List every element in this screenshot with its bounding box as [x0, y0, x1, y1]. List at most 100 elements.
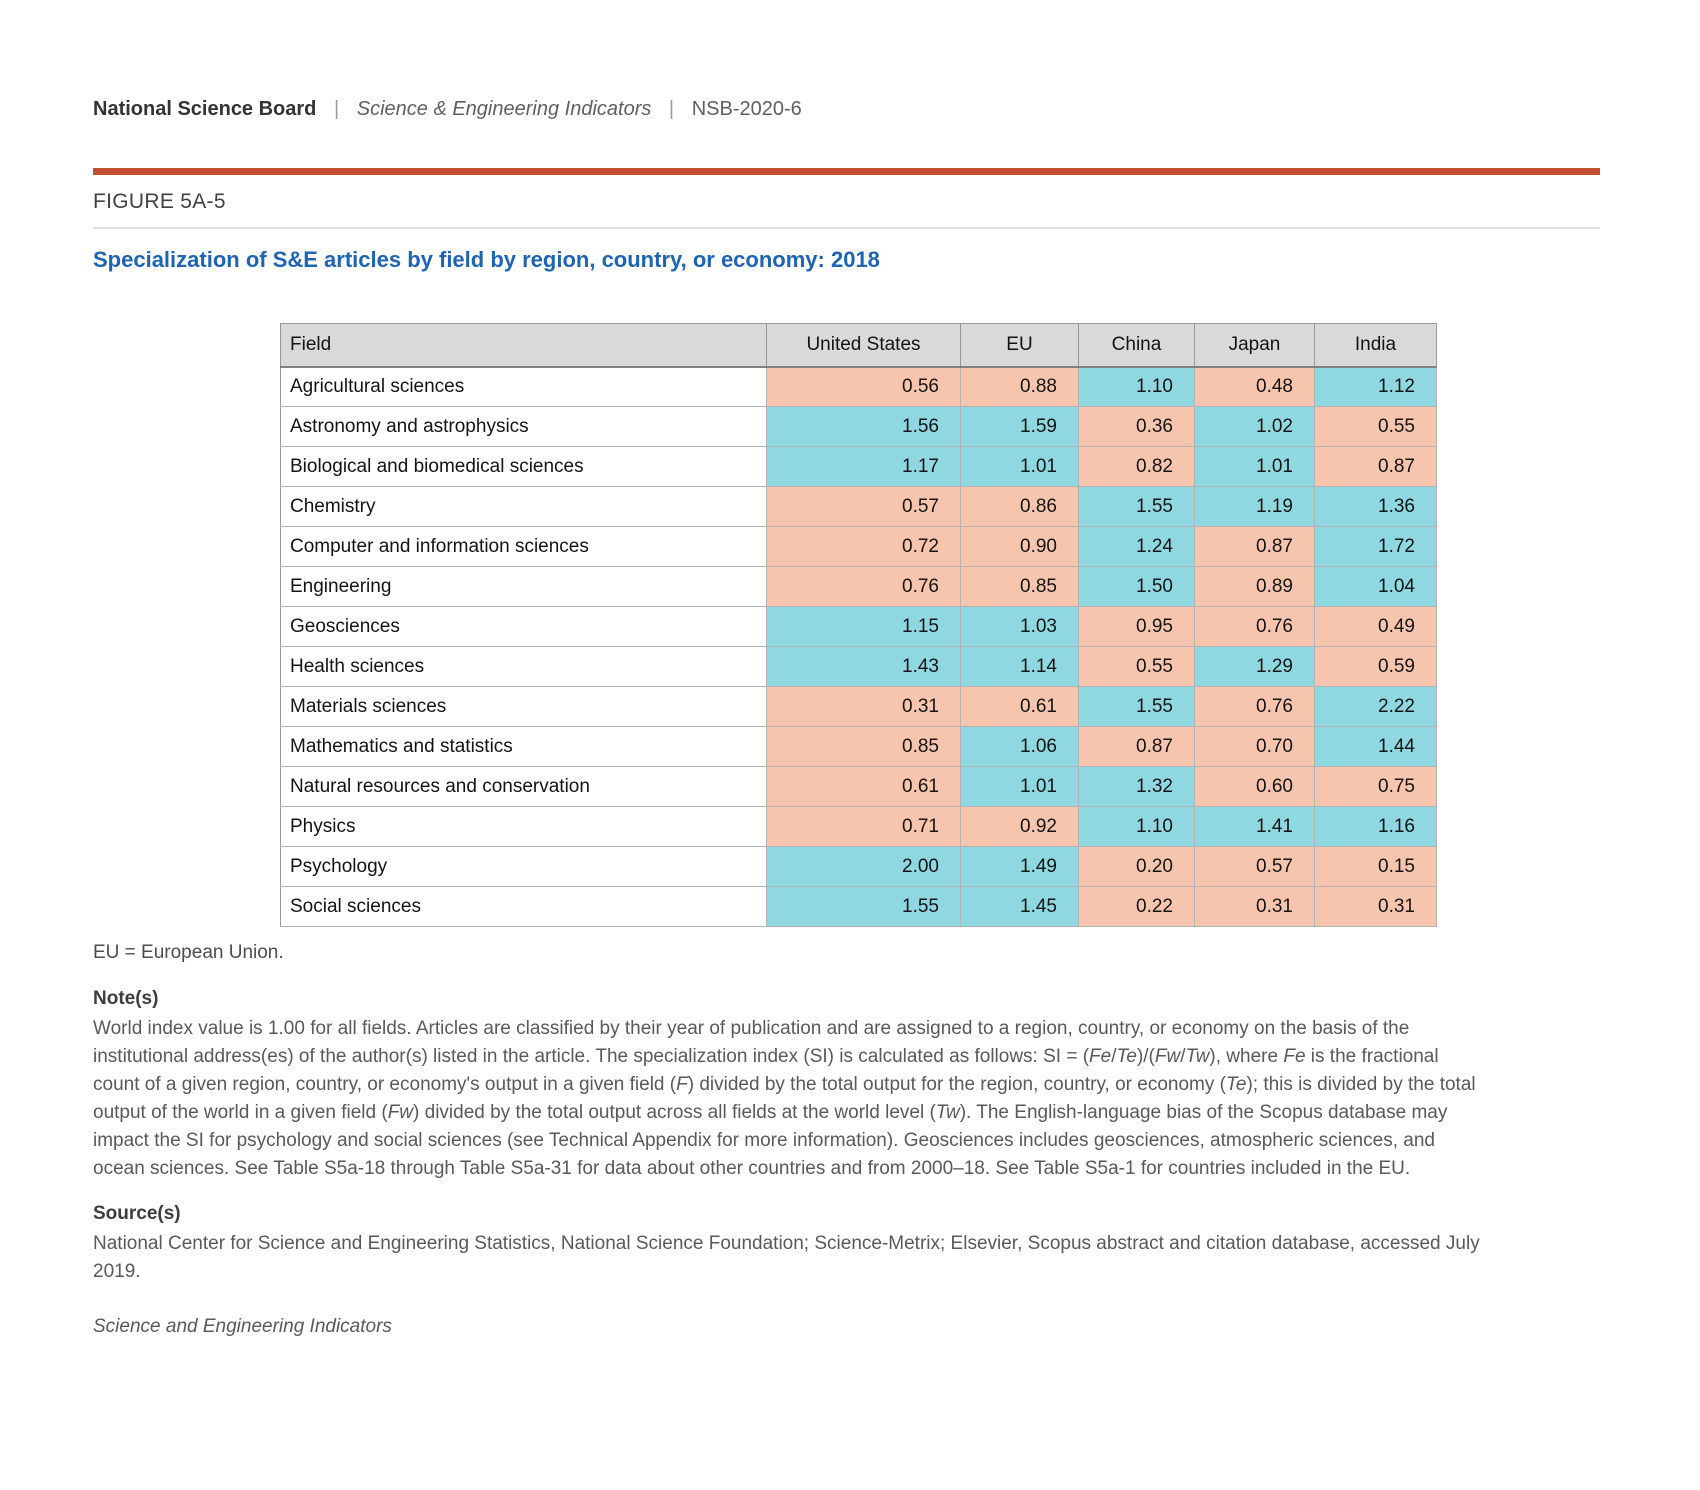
- table-header-row: Field United States EU China Japan India: [280, 323, 1437, 368]
- value-cell-below-index: 0.85: [766, 726, 961, 767]
- value-cell-above-index: 1.03: [960, 606, 1079, 647]
- table-row: Geosciences 1.15 1.03 0.95 0.76 0.49: [280, 606, 1437, 647]
- note-text-segment: ), where: [1209, 1046, 1284, 1067]
- field-cell: Mathematics and statistics: [280, 726, 767, 767]
- column-header-united-states: United States: [766, 323, 961, 368]
- value-cell-above-index: 1.50: [1078, 566, 1195, 607]
- accent-rule: [93, 168, 1600, 175]
- field-cell: Chemistry: [280, 486, 767, 527]
- table-row: Health sciences 1.43 1.14 0.55 1.29 0.59: [280, 646, 1437, 687]
- formula-term: Te: [1116, 1046, 1137, 1067]
- value-cell-above-index: 1.16: [1314, 806, 1437, 847]
- note-text-segment: ); this is divided by the total output o…: [93, 1074, 1476, 1123]
- value-cell-below-index: 0.55: [1078, 646, 1195, 687]
- value-cell-above-index: 1.04: [1314, 566, 1437, 607]
- value-cell-above-index: 1.55: [1078, 686, 1195, 727]
- value-cell-above-index: 1.32: [1078, 766, 1195, 807]
- value-cell-below-index: 0.15: [1314, 846, 1437, 887]
- column-header-india: India: [1314, 323, 1437, 368]
- value-cell-above-index: 1.29: [1194, 646, 1315, 687]
- formula-term: Fw: [387, 1102, 414, 1123]
- value-cell-below-index: 0.61: [960, 686, 1079, 727]
- value-cell-above-index: 1.49: [960, 846, 1079, 887]
- formula-term: Fe: [1283, 1046, 1306, 1067]
- table-row: Physics 0.71 0.92 1.10 1.41 1.16: [280, 806, 1437, 847]
- table-row: Astronomy and astrophysics 1.56 1.59 0.36 1.…: [280, 406, 1437, 447]
- note-text-segment: ). The English-language bias of the Scop…: [93, 1102, 1448, 1179]
- field-cell: Computer and information sciences: [280, 526, 767, 567]
- value-cell-above-index: 1.43: [766, 646, 961, 687]
- source-text: National Center for Science and Engineer…: [93, 1233, 1480, 1282]
- value-cell-below-index: 0.57: [1194, 846, 1315, 887]
- value-cell-above-index: 1.17: [766, 446, 961, 487]
- column-header-eu: EU: [960, 323, 1079, 368]
- table-body: Agricultural sciences 0.56 0.88 1.10 0.48 1.1…: [280, 366, 1437, 927]
- value-cell-below-index: 0.92: [960, 806, 1079, 847]
- formula-term: Fe: [1089, 1046, 1112, 1067]
- value-cell-below-index: 0.31: [766, 686, 961, 727]
- value-cell-above-index: 1.55: [766, 886, 961, 927]
- table-row: Chemistry 0.57 0.86 1.55 1.19 1.36: [280, 486, 1437, 527]
- table-row: Mathematics and statistics 0.85 1.06 0.87 0.…: [280, 726, 1437, 767]
- table-row: Psychology 2.00 1.49 0.20 0.57 0.15: [280, 846, 1437, 887]
- note-text-segment: /: [1180, 1046, 1186, 1067]
- value-cell-below-index: 0.86: [960, 486, 1079, 527]
- field-cell: Geosciences: [280, 606, 767, 647]
- field-cell: Astronomy and astrophysics: [280, 406, 767, 447]
- column-header-china: China: [1078, 323, 1195, 368]
- value-cell-below-index: 0.75: [1314, 766, 1437, 807]
- note-text-segment: World index value is 1.00 for all fields…: [93, 1018, 1410, 1067]
- table-row: Materials sciences 0.31 0.61 1.55 0.76 2.22: [280, 686, 1437, 727]
- separator: |: [668, 98, 675, 120]
- table-row: Engineering 0.76 0.85 1.50 0.89 1.04: [280, 566, 1437, 607]
- value-cell-below-index: 0.88: [960, 366, 1079, 407]
- value-cell-above-index: 1.15: [766, 606, 961, 647]
- note-text-segment: ) divided by the total output for the re…: [687, 1074, 1226, 1095]
- value-cell-below-index: 0.76: [1194, 686, 1315, 727]
- value-cell-below-index: 0.87: [1194, 526, 1315, 567]
- value-cell-below-index: 0.76: [766, 566, 961, 607]
- value-cell-below-index: 0.89: [1194, 566, 1315, 607]
- figure-title: Specialization of S&E articles by field …: [93, 247, 880, 272]
- note-text-segment: )/(: [1136, 1046, 1155, 1067]
- formula-term: Tw: [935, 1102, 960, 1123]
- value-cell-above-index: 1.56: [766, 406, 961, 447]
- value-cell-above-index: 1.41: [1194, 806, 1315, 847]
- source-heading: Source(s): [93, 1203, 181, 1224]
- value-cell-below-index: 0.87: [1314, 446, 1437, 487]
- value-cell-above-index: 1.14: [960, 646, 1079, 687]
- value-cell-below-index: 0.60: [1194, 766, 1315, 807]
- notes-heading: Note(s): [93, 988, 159, 1009]
- notes-text: World index value is 1.00 for all fields…: [93, 1015, 1481, 1183]
- note-text-segment: ) divided by the total output across all…: [413, 1102, 936, 1123]
- value-cell-below-index: 0.85: [960, 566, 1079, 607]
- value-cell-above-index: 1.55: [1078, 486, 1195, 527]
- value-cell-below-index: 0.76: [1194, 606, 1315, 647]
- value-cell-below-index: 0.22: [1078, 886, 1195, 927]
- column-header-field: Field: [280, 323, 767, 368]
- value-cell-below-index: 0.31: [1194, 886, 1315, 927]
- field-cell: Natural resources and conservation: [280, 766, 767, 807]
- divider-rule: [93, 227, 1600, 229]
- value-cell-below-index: 0.59: [1314, 646, 1437, 687]
- value-cell-below-index: 0.71: [766, 806, 961, 847]
- value-cell-below-index: 0.90: [960, 526, 1079, 567]
- note-text-segment: is the fractional count of a given regio…: [93, 1046, 1439, 1095]
- value-cell-below-index: 0.31: [1314, 886, 1437, 927]
- value-cell-below-index: 0.95: [1078, 606, 1195, 647]
- formula-term: F: [676, 1074, 688, 1095]
- field-cell: Physics: [280, 806, 767, 847]
- formula-term: Tw: [1185, 1046, 1210, 1067]
- value-cell-below-index: 0.87: [1078, 726, 1195, 767]
- value-cell-below-index: 0.55: [1314, 406, 1437, 447]
- value-cell-below-index: 0.56: [766, 366, 961, 407]
- column-header-japan: Japan: [1194, 323, 1315, 368]
- value-cell-below-index: 0.48: [1194, 366, 1315, 407]
- table-row: Agricultural sciences 0.56 0.88 1.10 0.48 1.1…: [280, 366, 1437, 407]
- table-row: Social sciences 1.55 1.45 0.22 0.31 0.31: [280, 886, 1437, 927]
- value-cell-above-index: 1.01: [1194, 446, 1315, 487]
- field-cell: Health sciences: [280, 646, 767, 687]
- value-cell-above-index: 1.01: [960, 446, 1079, 487]
- value-cell-above-index: 1.44: [1314, 726, 1437, 767]
